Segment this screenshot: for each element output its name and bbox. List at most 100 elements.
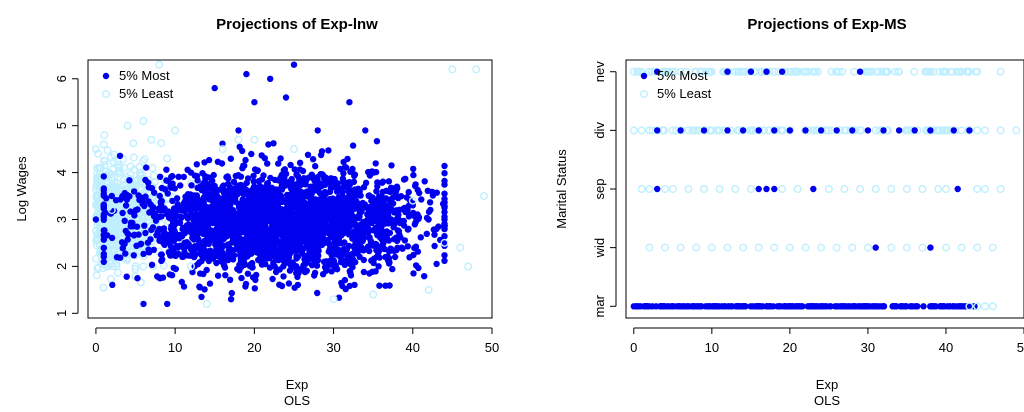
most-point: [130, 188, 138, 195]
data-point: [156, 225, 163, 233]
chart-title: Projections of Exp-MS: [747, 16, 906, 33]
most-point: [334, 203, 341, 210]
data-point: [942, 67, 951, 76]
most-point: [350, 200, 357, 208]
most-point: [228, 289, 235, 297]
most-point: [266, 254, 273, 262]
data-point: [966, 127, 973, 134]
most-point: [280, 236, 287, 244]
data-point: [645, 184, 654, 193]
y-tick-label: 1: [54, 310, 69, 317]
most-point: [247, 261, 254, 268]
data-point: [887, 243, 896, 252]
data-point: [754, 243, 763, 252]
most-point: [209, 213, 216, 220]
data-point: [147, 135, 156, 144]
data-point: [927, 244, 934, 251]
least-point: [873, 67, 882, 76]
most-point: [211, 195, 219, 203]
most-point: [395, 227, 402, 235]
data-point: [911, 127, 918, 134]
data-point: [981, 126, 990, 135]
x-tick-label: 20: [247, 340, 261, 355]
most-point: [197, 210, 204, 217]
most-point: [410, 171, 417, 179]
data-point: [346, 99, 353, 106]
most-point: [441, 220, 448, 227]
data-point: [234, 135, 243, 144]
least-point: [681, 67, 690, 76]
x-axis: 0 10 20 30 40 50: [92, 327, 499, 355]
most-point: [230, 178, 238, 186]
dense-point-cloud: [91, 131, 448, 303]
most-point: [323, 267, 330, 274]
most-point: [291, 233, 298, 240]
most-point: [156, 173, 164, 180]
most-point: [334, 246, 341, 254]
data-point: [661, 184, 670, 193]
most-point: [156, 192, 163, 200]
most-point: [293, 269, 300, 277]
most-point: [204, 191, 212, 199]
most-point: [170, 264, 177, 272]
least-point: [140, 155, 149, 164]
most-point: [354, 249, 361, 256]
data-point: [927, 127, 934, 134]
most-point: [342, 247, 349, 254]
most-point: [208, 232, 216, 239]
most-point: [431, 242, 438, 250]
most-point: [249, 274, 257, 281]
most-point: [339, 282, 346, 290]
data-point: [480, 191, 489, 200]
data-point: [171, 126, 180, 135]
x-tick-label: 50: [1017, 340, 1024, 355]
most-point: [250, 178, 257, 185]
most-point: [335, 194, 342, 201]
most-point: [226, 244, 233, 251]
most-point: [418, 196, 425, 203]
most-point: [412, 262, 420, 269]
most-point: [145, 198, 152, 205]
most-point: [319, 236, 326, 243]
most-point: [133, 242, 140, 249]
y-tick-label: mar: [592, 294, 607, 317]
most-point: [219, 183, 226, 190]
most-point: [385, 237, 392, 244]
least-point: [129, 153, 138, 162]
most-point: [441, 190, 448, 197]
most-point: [192, 219, 199, 226]
most-point: [276, 281, 283, 288]
most-point: [174, 244, 182, 251]
data-point: [871, 126, 880, 135]
most-point: [188, 182, 195, 189]
data-point: [692, 67, 701, 76]
data-point: [763, 185, 770, 193]
most-point: [372, 168, 380, 176]
most-point: [248, 150, 255, 158]
data-point: [778, 184, 787, 193]
most-point: [776, 303, 783, 310]
data-point: [957, 126, 966, 135]
data-point: [934, 184, 943, 193]
least-point: [811, 67, 820, 76]
data-point: [139, 116, 148, 125]
data-point: [802, 127, 809, 134]
most-point: [314, 289, 321, 297]
most-point: [251, 227, 258, 234]
most-point: [232, 172, 239, 180]
data-point: [218, 145, 227, 154]
least-point: [107, 153, 116, 162]
most-point: [275, 191, 282, 198]
most-point: [149, 224, 157, 231]
least-point: [93, 149, 102, 158]
most-point: [121, 217, 128, 224]
most-point: [291, 264, 299, 271]
most-point: [872, 303, 880, 310]
most-point: [340, 158, 347, 166]
most-point: [280, 242, 288, 249]
most-point: [345, 231, 353, 238]
most-point: [226, 276, 234, 283]
most-point: [300, 245, 307, 252]
data-point: [314, 127, 321, 134]
data-point: [155, 60, 164, 69]
